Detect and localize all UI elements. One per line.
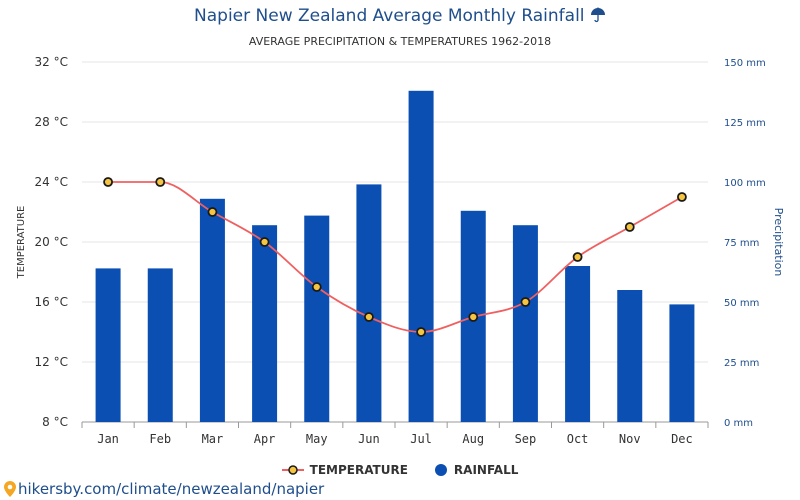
x-tick-label: Sep: [515, 432, 537, 446]
x-tick-label: Nov: [619, 432, 641, 446]
right-tick-label: 150 mm: [724, 58, 766, 69]
x-tick-label: Oct: [567, 432, 589, 446]
right-tick-label: 50 mm: [724, 298, 759, 309]
temperature-point[interactable]: [155, 177, 166, 187]
rainfall-bar[interactable]: [147, 268, 173, 422]
map-pin-icon: [4, 481, 16, 497]
temperature-point[interactable]: [468, 312, 479, 322]
chart-area: 32 °C 28 °C 24 °C 20 °C 16 °C 12 °C 8 °C 150 mm…: [16, 55, 785, 446]
left-tick-label: 12 °C: [35, 355, 68, 369]
temperature-point[interactable]: [259, 237, 270, 247]
right-tick-label: 75 mm: [724, 238, 759, 249]
x-tick-label: Feb: [149, 432, 171, 446]
legend-label-temperature: TEMPERATURE: [309, 463, 408, 477]
temperature-point[interactable]: [311, 282, 322, 292]
rainfall-bar[interactable]: [199, 198, 225, 422]
temperature-point[interactable]: [364, 312, 374, 322]
legend-item-temperature[interactable]: TEMPERATURE: [281, 463, 408, 477]
left-tick-label: 24 °C: [35, 175, 68, 189]
left-tick-label: 32 °C: [35, 55, 68, 69]
left-tick-label: 28 °C: [35, 115, 68, 129]
left-tick-label: 8 °C: [42, 415, 68, 429]
right-tick-label: 100 mm: [724, 178, 766, 189]
left-axis-title: TEMPERATURE: [16, 206, 27, 280]
temperature-point[interactable]: [572, 252, 583, 262]
source-link[interactable]: hikersby.com/climate/newzealand/napier: [4, 480, 324, 498]
rainfall-bar[interactable]: [669, 304, 695, 422]
left-tick-label: 16 °C: [35, 295, 68, 309]
right-tick-label: 25 mm: [724, 358, 759, 369]
rainfall-bar[interactable]: [408, 90, 434, 423]
x-tick-label: Dec: [671, 432, 693, 446]
x-tick-label: Apr: [254, 432, 276, 446]
temperature-point[interactable]: [520, 297, 531, 307]
source-link-text: hikersby.com/climate/newzealand/napier: [18, 480, 325, 498]
rainfall-bar[interactable]: [565, 266, 591, 422]
rainfall-bar[interactable]: [252, 225, 278, 422]
temperature-point[interactable]: [677, 192, 687, 202]
temperature-point[interactable]: [416, 327, 426, 337]
rainfall-bar[interactable]: [356, 184, 382, 422]
temperature-point[interactable]: [103, 177, 113, 187]
chart-subtitle: AVERAGE PRECIPITATION & TEMPERATURES 196…: [248, 35, 552, 48]
rainfall-bar[interactable]: [512, 225, 538, 422]
rainfall-bar[interactable]: [617, 290, 643, 422]
umbrella-icon: [590, 7, 605, 23]
legend-item-rainfall[interactable]: RAINFALL: [434, 463, 518, 477]
chart-title-text: Napier New Zealand Average Monthly Rainf…: [194, 6, 585, 26]
temperature-legend-icon: [281, 465, 304, 475]
chart-title: Napier New Zealand Average Monthly Rainf…: [0, 6, 800, 26]
x-tick-label: Jun: [358, 432, 380, 446]
rainfall-bar[interactable]: [95, 268, 121, 422]
right-axis-title: Precipitation: [772, 208, 785, 277]
rainfall-bar[interactable]: [304, 215, 330, 422]
x-tick-label: Aug: [462, 432, 484, 446]
x-tick-label: Jul: [410, 432, 432, 446]
x-tick-label: May: [306, 432, 328, 446]
temperature-point[interactable]: [207, 207, 218, 217]
legend-label-rainfall: RAINFALL: [453, 463, 519, 477]
left-tick-label: 20 °C: [35, 235, 68, 249]
temperature-point[interactable]: [624, 222, 635, 232]
right-tick-label: 125 mm: [724, 118, 766, 129]
right-tick-label: 0 mm: [724, 418, 753, 429]
x-tick-label: Mar: [202, 432, 224, 446]
x-tick-label: Jan: [97, 432, 119, 446]
rainfall-legend-icon: [434, 464, 447, 476]
legend: TEMPERATURE RAINFALL: [0, 463, 800, 477]
temperature-line: [108, 181, 683, 333]
